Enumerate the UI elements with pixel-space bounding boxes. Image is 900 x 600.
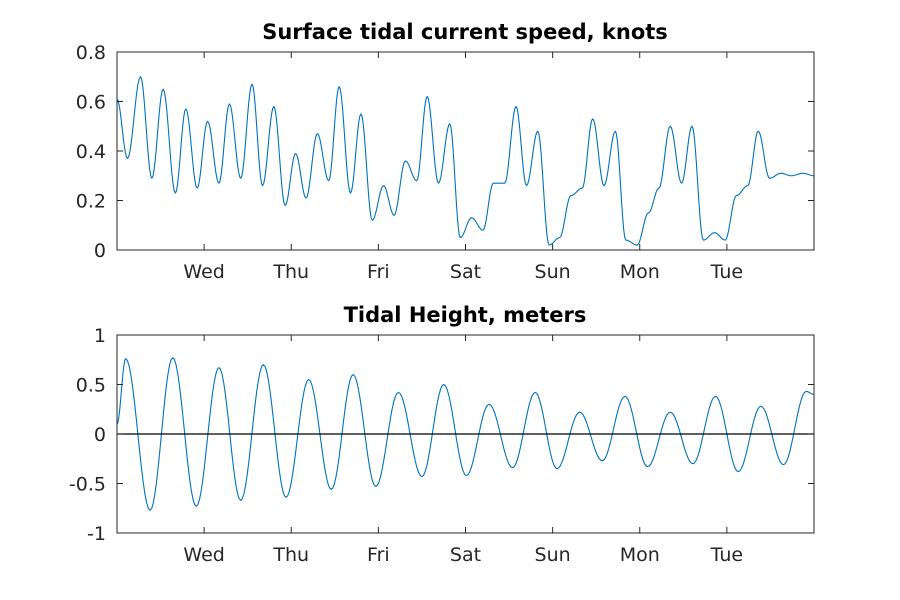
current-speed-ytick-label: 0.6 xyxy=(76,92,106,114)
tidal-height-xtick-label: Wed xyxy=(183,544,224,566)
tidal-height-xtick-label: Sat xyxy=(450,544,481,566)
current-speed-ytick-label: 0.8 xyxy=(76,42,106,64)
current-speed-xtick-label: Thu xyxy=(272,261,309,283)
tidal-height-series-line xyxy=(116,357,815,511)
current-speed-xtick-label: Wed xyxy=(183,261,224,283)
tidal-height-ytick-label: 1 xyxy=(94,325,106,347)
tidal-height-ytick-label: 0.5 xyxy=(76,375,106,397)
tidal-height-plot-area: -1 -0.5 0 0.5 1 Wed Thu Fri Sat Sun Mon Tue xyxy=(69,325,815,566)
current-speed-xtick-label: Sun xyxy=(535,261,571,283)
tidal-height-xtick-label: Mon xyxy=(620,544,660,566)
tidal-height-chart-title: Tidal Height, meters xyxy=(344,303,587,327)
current-speed-axis-box xyxy=(116,51,815,251)
current-speed-series-line xyxy=(116,76,815,246)
current-speed-xtick-label: Fri xyxy=(367,261,390,283)
tidal-height-ytick-label: -1 xyxy=(87,523,106,545)
current-speed-xtick-label: Mon xyxy=(620,261,660,283)
current-speed-plot-area: 0 0.2 0.4 0.6 0.8 Wed Thu Fri Sat Sun Mon Tue xyxy=(76,42,815,283)
tidal-height-xtick-label: Thu xyxy=(272,544,309,566)
tidal-height-chart: Tidal Height, meters -1 -0.5 0 0.5 1 Wed Thu Fr… xyxy=(69,303,815,566)
current-speed-xtick-label: Sat xyxy=(450,261,481,283)
tidal-height-xtick-label: Sun xyxy=(535,544,571,566)
current-speed-chart-title: Surface tidal current speed, knots xyxy=(262,20,668,44)
current-speed-xtick-label: Tue xyxy=(710,261,743,283)
current-speed-ytick-label: 0.4 xyxy=(76,141,106,163)
tidal-height-xtick-label: Tue xyxy=(710,544,743,566)
tidal-height-ytick-label: 0 xyxy=(94,424,106,446)
current-speed-ytick-label: 0 xyxy=(94,240,106,262)
tidal-height-ytick-label: -0.5 xyxy=(69,474,106,496)
current-speed-chart: Surface tidal current speed, knots 00.20… xyxy=(76,20,815,283)
tidal-height-xtick-label: Fri xyxy=(367,544,390,566)
current-speed-ytick-label: 0.2 xyxy=(76,191,106,213)
